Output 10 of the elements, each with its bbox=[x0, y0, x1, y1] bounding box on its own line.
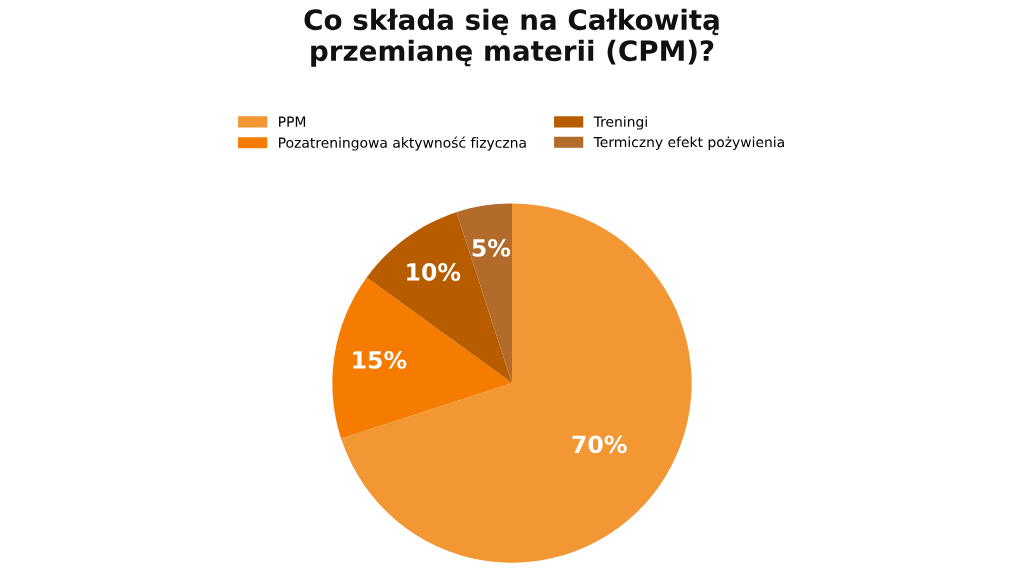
data-label: 15% bbox=[353, 350, 407, 369]
pie-slice bbox=[341, 203, 692, 563]
data-label: 5% bbox=[472, 238, 511, 257]
legend-label: PPM bbox=[279, 116, 306, 127]
legend-label: Treningi bbox=[593, 116, 647, 130]
legend-label: Pozatreningowa aktywność fizyczna bbox=[279, 136, 526, 151]
legend-label: Termiczny efekt pożywienia bbox=[593, 136, 784, 151]
data-label: 70% bbox=[572, 435, 627, 454]
chart-title: Co składa się na Całkowitą przemianę materii (CPM)? bbox=[304, 8, 719, 67]
data-label: 10% bbox=[407, 263, 461, 281]
